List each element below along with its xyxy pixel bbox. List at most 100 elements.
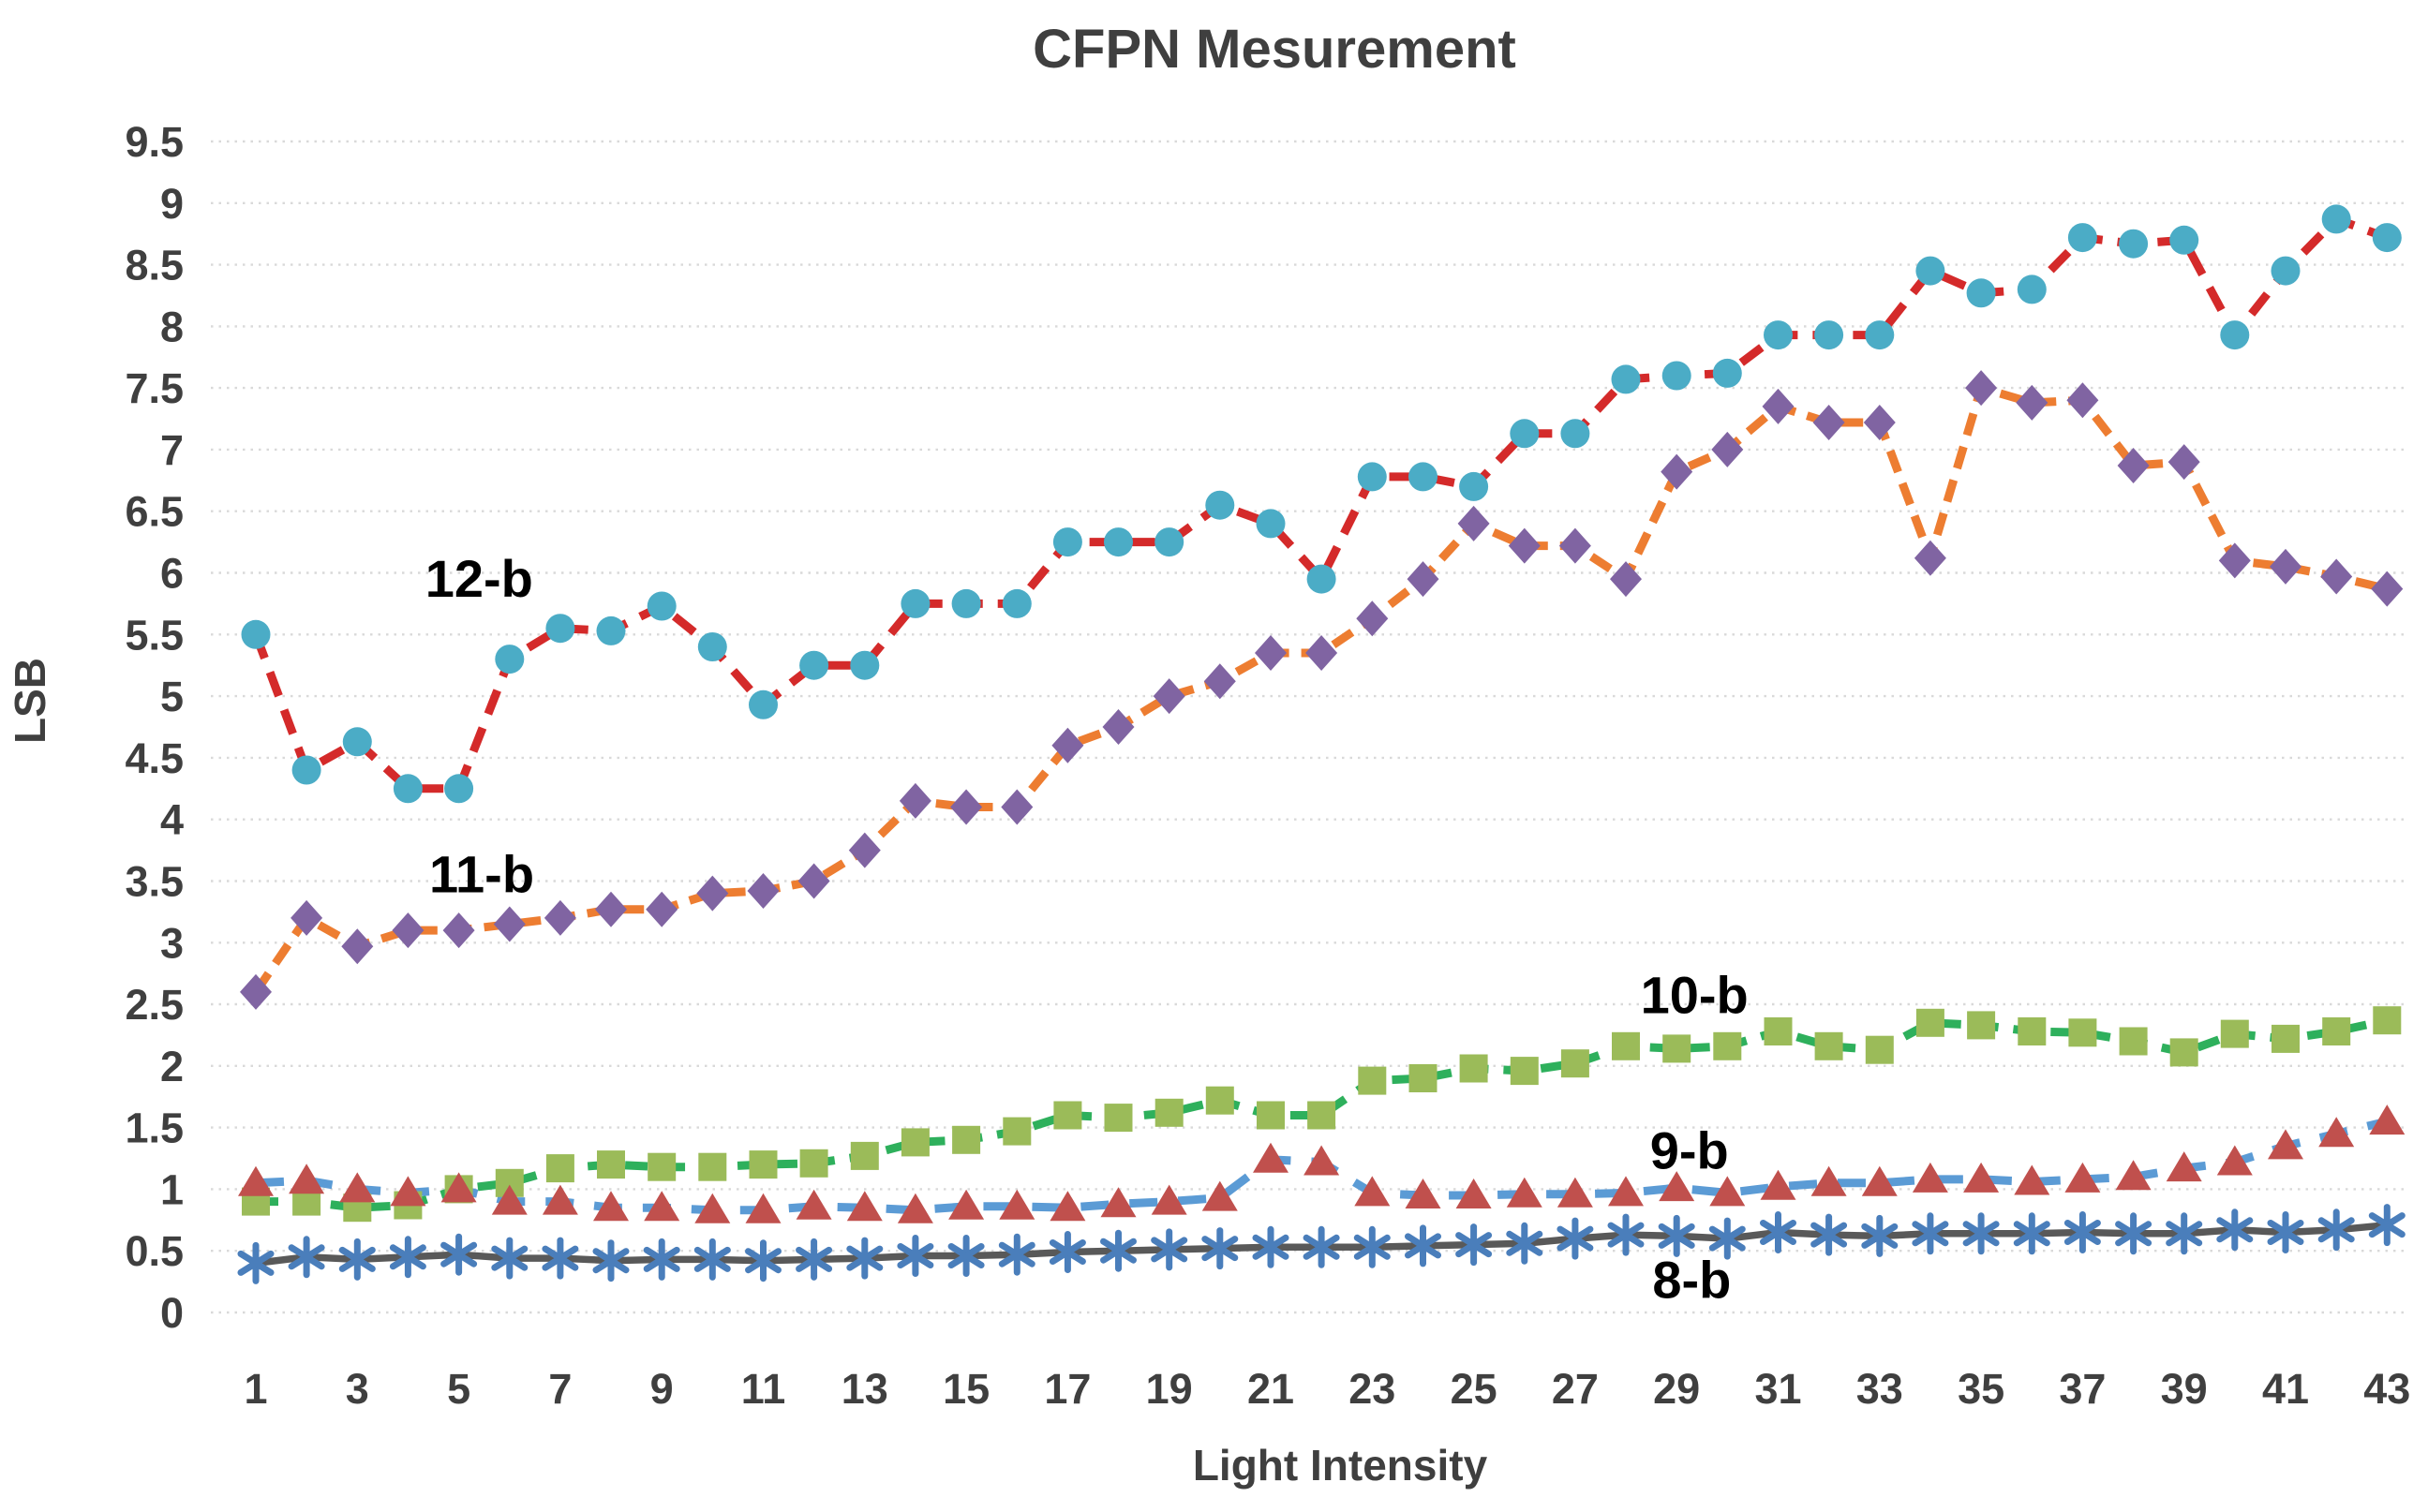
diamond-marker — [2270, 548, 2301, 585]
triangle-marker — [745, 1193, 782, 1223]
diamond-marker — [1407, 561, 1439, 598]
triangle-marker — [1760, 1169, 1796, 1200]
triangle-marker — [2064, 1162, 2101, 1193]
circle-marker — [393, 774, 423, 804]
circle-marker — [545, 614, 575, 644]
series-label-8-b: 8-b — [1652, 1251, 1731, 1310]
diamond-marker — [1051, 727, 1084, 763]
triangle-marker — [1912, 1162, 1948, 1193]
y-tick-label: 4.5 — [125, 734, 184, 782]
diamond-marker — [392, 912, 425, 949]
triangle-marker — [2369, 1104, 2406, 1135]
triangle-marker — [897, 1193, 933, 1223]
square-marker — [1612, 1031, 1640, 1060]
series-markers — [237, 204, 2406, 1284]
square-marker — [1408, 1064, 1437, 1092]
diamond-marker — [544, 899, 576, 936]
triangle-marker — [1963, 1162, 2000, 1193]
diamond-marker — [848, 832, 881, 868]
y-tick-label: 6 — [160, 550, 184, 598]
square-marker — [1205, 1086, 1234, 1115]
x-tick-label: 17 — [1044, 1365, 1091, 1413]
diamond-marker — [493, 906, 526, 942]
y-tick-label: 3 — [160, 919, 184, 967]
circle-marker — [647, 591, 677, 621]
x-tick-label: 23 — [1348, 1365, 1395, 1413]
diamond-marker — [950, 789, 983, 825]
x-tick-label: 35 — [1958, 1365, 2004, 1413]
diamond-marker — [442, 912, 475, 949]
triangle-marker — [796, 1189, 832, 1220]
circle-marker — [1865, 320, 1895, 350]
triangle-marker — [1253, 1142, 1288, 1173]
y-tick-label: 4 — [160, 796, 184, 844]
x-tick-label: 21 — [1247, 1365, 1294, 1413]
triangle-marker — [1354, 1176, 1391, 1207]
square-marker — [698, 1152, 727, 1181]
diamond-marker — [290, 899, 323, 936]
square-marker — [545, 1154, 574, 1183]
triangle-marker — [1455, 1178, 1492, 1208]
circle-marker — [2017, 274, 2047, 304]
diamond-marker — [1812, 405, 1845, 440]
square-marker — [2373, 1006, 2402, 1035]
diamond-marker — [341, 928, 374, 965]
diamond-marker — [1610, 561, 1642, 598]
diamond-marker — [1762, 388, 1795, 424]
circle-marker — [1357, 462, 1387, 492]
diamond-marker — [797, 863, 830, 899]
diamond-marker — [2218, 542, 2251, 579]
triangle-marker — [2115, 1160, 2152, 1191]
square-marker — [1307, 1101, 1336, 1130]
triangle-marker — [1608, 1176, 1644, 1207]
circle-marker — [1661, 361, 1691, 391]
x-tick-label: 11 — [741, 1365, 786, 1413]
diamond-marker — [1001, 789, 1034, 825]
square-marker — [850, 1141, 879, 1170]
y-tick-label: 8 — [160, 303, 184, 350]
diamond-marker — [2371, 571, 2404, 607]
x-tick-label: 41 — [2262, 1365, 2309, 1413]
y-tick-label: 5 — [160, 673, 184, 720]
circle-marker — [2119, 229, 2149, 259]
circle-marker — [1915, 256, 1945, 286]
circle-marker — [1205, 490, 1235, 520]
circle-marker — [2271, 256, 2301, 286]
circle-marker — [2169, 225, 2199, 255]
x-tick-label: 13 — [842, 1365, 888, 1413]
series-11-b-line — [252, 382, 2389, 995]
series-12-b-markers — [241, 204, 2402, 804]
square-marker — [1358, 1066, 1387, 1095]
circle-marker — [1104, 527, 1133, 557]
circle-marker — [1459, 471, 1489, 501]
diamond-marker — [1102, 709, 1135, 745]
diamond-marker — [2117, 448, 2150, 483]
y-tick-label: 2 — [160, 1043, 184, 1090]
square-marker — [2018, 1017, 2047, 1045]
square-marker — [1967, 1011, 1996, 1040]
circle-marker — [1764, 320, 1793, 350]
circle-marker — [1611, 364, 1641, 394]
series-8-b-markers — [237, 1204, 2406, 1284]
circle-marker — [241, 619, 271, 649]
square-marker — [1560, 1049, 1589, 1078]
circle-marker — [1510, 419, 1540, 449]
triangle-marker — [1151, 1184, 1187, 1215]
square-marker — [2220, 1019, 2249, 1048]
triangle-marker — [2268, 1129, 2303, 1160]
diamond-marker — [696, 875, 729, 912]
circle-marker — [1002, 588, 1032, 618]
square-marker — [2322, 1017, 2351, 1045]
circle-marker — [291, 755, 321, 785]
circle-marker — [697, 632, 727, 661]
x-tick-label: 7 — [548, 1365, 572, 1413]
diamond-marker — [2167, 444, 2200, 481]
y-tick-label: 2.5 — [125, 981, 184, 1029]
circle-marker — [1154, 527, 1184, 557]
chart-title: CFPN Mesurement — [1033, 19, 1516, 80]
circle-marker — [2321, 204, 2351, 234]
x-tick-label: 1 — [244, 1365, 267, 1413]
circle-marker — [749, 689, 778, 719]
series-9-b-markers — [238, 1104, 2406, 1223]
